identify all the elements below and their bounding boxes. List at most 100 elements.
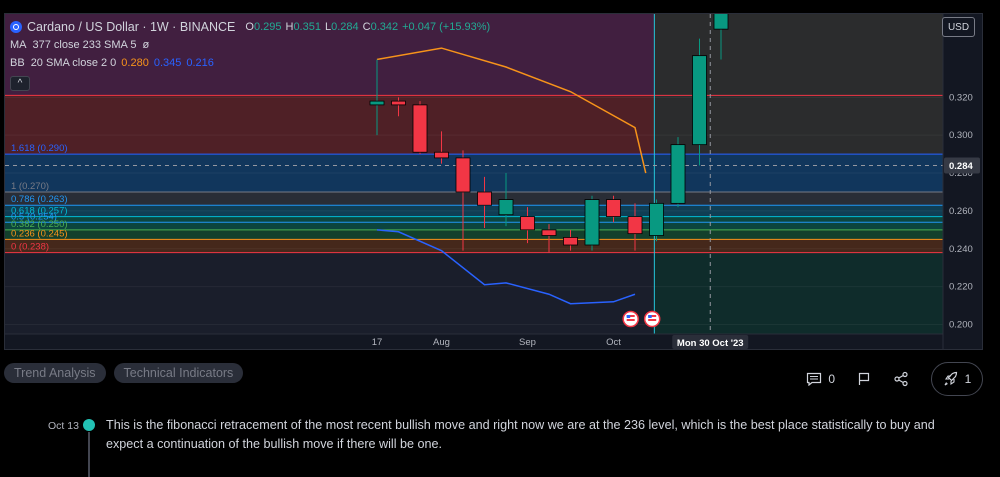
flag-canton	[626, 315, 631, 318]
chevron-up-icon: ^	[17, 77, 23, 89]
fib-level-label: 0.236 (0.245)	[11, 228, 68, 239]
cardano-logo-icon	[10, 21, 22, 33]
candle	[606, 195, 621, 223]
idea-tags: Trend Analysis Technical Indicators	[4, 363, 244, 383]
candle-body[interactable]	[649, 202, 664, 236]
candle-body[interactable]	[563, 237, 578, 246]
bb-upper-value: 0.345	[153, 57, 182, 69]
price-tick-label: 0.320	[949, 92, 973, 103]
ma-line	[376, 47, 647, 174]
rocket-icon	[944, 371, 957, 386]
price-axis	[943, 14, 982, 349]
price-chart[interactable]: 1.618 (0.290) 1 (0.270) 0.786 (0.263)0.618…	[5, 14, 982, 349]
bb-lower-line	[376, 229, 636, 305]
candle-body[interactable]	[369, 100, 385, 106]
update-timeline-line	[88, 432, 90, 477]
candle-body[interactable]	[670, 144, 686, 204]
candle-body[interactable]	[627, 216, 643, 235]
idea-actions: 0 1	[784, 362, 983, 396]
fib-level-label: 1.618 (0.290)	[11, 143, 68, 154]
close-label: C	[362, 21, 371, 33]
bb-indicator-label: BB	[10, 57, 25, 69]
time-tick-label: 17	[372, 337, 383, 348]
high-value: 0.351	[293, 21, 321, 33]
share-button[interactable]	[893, 371, 909, 387]
collapse-legend-button[interactable]: ^	[10, 76, 30, 91]
lower-zone-shade	[5, 252, 655, 334]
current-price-box	[944, 157, 980, 174]
change-value: +0.047 (+15.93%)	[402, 21, 491, 33]
fib-zone-1	[5, 191, 943, 206]
ma-indicator-label: MA	[10, 39, 27, 51]
ma-indicator-row[interactable]: MA 377 close 233 SMA 5 ø	[10, 36, 490, 54]
ma-indicator-value: ø	[142, 39, 150, 51]
update-dot	[83, 419, 95, 431]
candle-body[interactable]	[455, 157, 471, 193]
candle	[713, 14, 729, 60]
symbol-row[interactable]: Cardano / US Dollar · 1W · BINANCE O 0.29…	[10, 18, 490, 36]
fib-level-label: 0.618 (0.257)	[11, 206, 68, 217]
comments-count: 0	[828, 372, 835, 386]
flag-stripe	[626, 315, 635, 317]
candle	[369, 59, 385, 136]
flag-icon	[858, 372, 870, 385]
open-value: 0.295	[253, 21, 282, 33]
tag-trend-analysis[interactable]: Trend Analysis	[4, 363, 106, 383]
candle	[455, 150, 471, 251]
candle-body[interactable]	[692, 55, 707, 146]
crosshair-date-box	[672, 335, 749, 349]
candle-body[interactable]	[520, 216, 535, 231]
bb-indicator-row[interactable]: BB 20 SMA close 2 0 0.280 0.345 0.216	[10, 54, 490, 72]
candle-body[interactable]	[477, 191, 492, 206]
candle	[541, 224, 557, 253]
price-tick-label: 0.280	[949, 168, 973, 179]
candle	[670, 137, 686, 208]
price-tick-label: 0.240	[949, 244, 973, 255]
time-tick-label: Sep	[519, 337, 536, 348]
flag-stripe	[648, 315, 657, 317]
high-label: H	[285, 21, 294, 33]
candle	[391, 97, 406, 117]
update-date: Oct 13	[48, 420, 79, 432]
boost-button[interactable]: 1	[931, 362, 983, 396]
fib-zone-0382	[5, 229, 943, 240]
bb-lower-value: 0.216	[186, 57, 214, 69]
time-tick-label: Aug	[433, 337, 450, 348]
candle-body[interactable]	[412, 104, 428, 153]
candle-body[interactable]	[391, 100, 406, 106]
candle	[563, 229, 578, 251]
boost-count: 1	[964, 372, 972, 386]
candle-body[interactable]	[713, 14, 729, 30]
price-tick-label: 0.260	[949, 206, 973, 217]
low-value: 0.284	[331, 21, 359, 33]
fib-level-label: 0.382 (0.250)	[11, 219, 68, 230]
open-label: O	[245, 21, 254, 33]
fib-zone-0618	[5, 216, 943, 230]
comments-button[interactable]: 0	[806, 372, 835, 386]
fib-zone-1618	[5, 154, 943, 192]
bb-indicator-params: 20 SMA close 2 0	[30, 57, 117, 69]
candle-body[interactable]	[584, 199, 600, 246]
tag-technical-indicators[interactable]: Technical Indicators	[113, 363, 244, 383]
right-lower-shade	[654, 252, 943, 334]
currency-selector[interactable]: USD	[942, 17, 975, 37]
close-value: 0.342	[370, 21, 399, 33]
candle-body[interactable]	[498, 199, 514, 216]
symbol-title[interactable]: Cardano / US Dollar · 1W · BINANCE	[27, 20, 236, 34]
candle	[498, 173, 514, 227]
candle-body[interactable]	[434, 151, 449, 159]
update-text: This is the fibonacci retracement of the…	[106, 418, 935, 451]
fib-zone-0236	[5, 239, 943, 253]
candle	[520, 207, 535, 244]
candle-body[interactable]	[606, 199, 621, 218]
candle-body[interactable]	[541, 229, 557, 236]
flag-stripe	[648, 319, 657, 321]
fib-level-label: 0.5 (0.254)	[11, 211, 57, 222]
report-button[interactable]	[857, 372, 871, 386]
chart-panel[interactable]: 1.618 (0.290) 1 (0.270) 0.786 (0.263) 0.618…	[4, 13, 983, 350]
comment-icon	[807, 372, 822, 386]
fib-level-label: 1 (0.270)	[11, 181, 49, 192]
candle	[627, 203, 643, 251]
fib-level-label: 0.786 (0.263)	[11, 194, 68, 205]
price-tick-label: 0.200	[949, 320, 973, 331]
